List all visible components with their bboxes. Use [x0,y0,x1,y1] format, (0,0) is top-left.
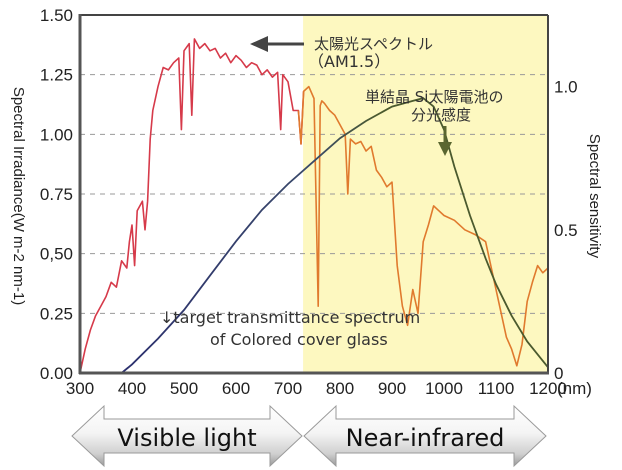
y2-tick-label: 1.0 [554,78,578,97]
y2-tick-labels: 0 0.5 1.0 [554,78,578,383]
x-tick-label: 900 [378,379,406,398]
si-sensitivity-annotation: 単結晶 Si太陽電池の 分光感度 [365,88,503,156]
x-tick-label: 500 [170,379,198,398]
y-tick-label: 0.75 [40,185,73,204]
y-tick-label: 1.50 [40,6,73,25]
am15-spectrum-nir-line [297,85,549,367]
am15-spectrum-visible-line [79,38,305,374]
near-infrared-band: Near-infrared [303,404,547,468]
left-arrow-icon [250,36,268,52]
y2-tick-label: 0 [554,364,563,383]
si-spectral-sensitivity-line [121,97,549,374]
target-label-line1: ↓target transmittance spectrum [160,308,420,327]
si-label-line1: 単結晶 Si太陽電池の [365,88,503,106]
x-tick-label: 300 [66,379,94,398]
series-layer [79,38,549,374]
x-tick-label: 700 [274,379,302,398]
visible-light-band: Visible light [71,404,303,468]
x-tick-label: 1000 [425,379,463,398]
x-axis-unit: (nm) [557,379,592,398]
am15-label-line2: （AM1.5） [308,52,390,71]
x-tick-label: 1200 [529,379,567,398]
am15-annotation: 太陽光スペクトル （AM1.5） [250,35,433,71]
x-tick-label: 600 [222,379,250,398]
si-label-line2: 分光感度 [411,106,471,124]
y-tick-label: 1.00 [40,125,73,144]
near-infrared-double-arrow-icon [303,404,547,468]
y2-tick-label: 0.5 [554,221,578,240]
y-tick-label: 0.25 [40,304,73,323]
visible-double-arrow-icon [71,404,303,468]
y-tick-label: 1.25 [40,66,73,85]
x-tick-label: 400 [118,379,146,398]
x-tick-label: 800 [326,379,354,398]
x-tick-labels: 300 400 500 600 700 800 900 1000 1100 1200 [66,379,567,398]
target-label-line2: of Colored cover glass [210,330,388,349]
y2-axis-title: Spectral sensitivity [586,134,603,259]
down-arrow-icon [438,142,452,156]
y-axis-title: Spectral Irradiance(W m-2 nm-1) [10,87,27,305]
y-tick-label: 0.00 [40,364,73,383]
y-tick-labels: 0.00 0.25 0,50 0.75 1.00 1.25 1.50 [40,6,73,383]
am15-label-line1: 太陽光スペクトル [314,35,433,53]
y-tick-label: 0,50 [40,245,73,264]
visible-light-label: Visible light [117,424,256,452]
x-tick-label: 1100 [478,379,515,398]
near-infrared-label: Near-infrared [346,424,505,452]
